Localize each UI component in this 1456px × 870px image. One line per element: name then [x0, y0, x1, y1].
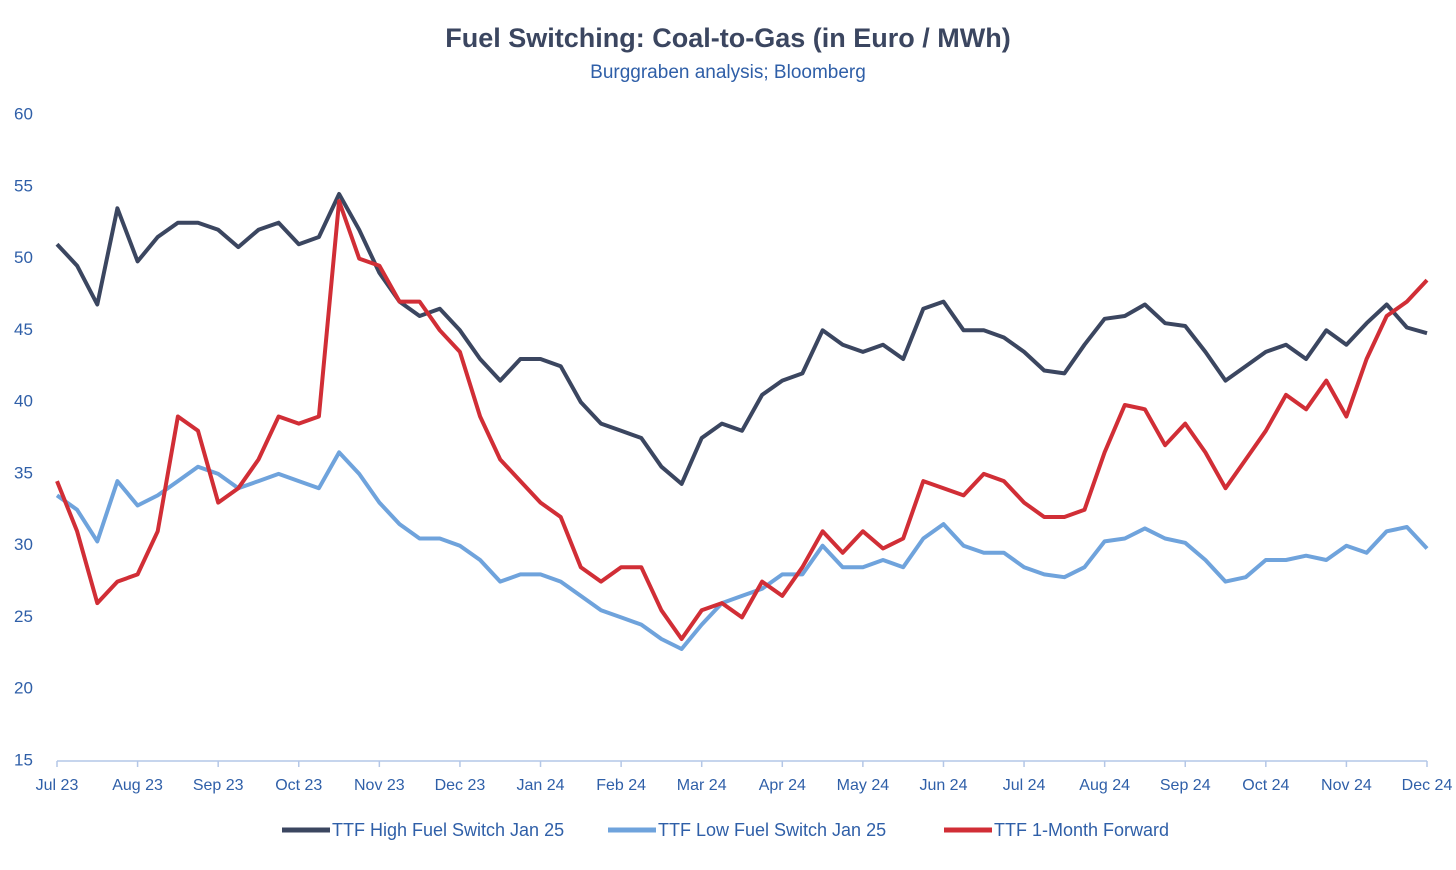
- series-line: [55, 192, 1428, 486]
- chart-subtitle: Burggraben analysis; Bloomberg: [590, 62, 866, 83]
- x-tick-label: Jan 24: [517, 777, 565, 794]
- x-tick-label: Aug 23: [112, 777, 163, 794]
- y-tick-label: 40: [14, 392, 33, 411]
- x-tick-label: Nov 23: [354, 777, 405, 794]
- x-tick-label: Jun 24: [919, 777, 967, 794]
- x-tick-label: Jul 24: [1003, 777, 1046, 794]
- x-tick-label: Dec 24: [1402, 777, 1453, 794]
- chart-title: Fuel Switching: Coal-to-Gas (in Euro / M…: [445, 23, 1010, 53]
- y-tick-label: 30: [14, 535, 33, 554]
- y-tick-label: 25: [14, 607, 33, 626]
- y-tick-label: 15: [14, 750, 33, 769]
- x-tick-label: Aug 24: [1079, 777, 1130, 794]
- legend-label: TTF 1-Month Forward: [994, 820, 1169, 840]
- x-tick-label: Sep 24: [1160, 777, 1211, 794]
- y-tick-label: 35: [14, 463, 33, 482]
- x-tick-label: Jul 23: [36, 777, 79, 794]
- y-tick-label: 20: [14, 679, 33, 698]
- y-tick-label: 45: [14, 320, 33, 339]
- x-tick-label: Oct 24: [1242, 777, 1289, 794]
- x-tick-label: Dec 23: [435, 777, 486, 794]
- x-tick-label: Nov 24: [1321, 777, 1372, 794]
- y-tick-label: 50: [14, 248, 33, 267]
- x-tick-label: Mar 24: [677, 777, 727, 794]
- x-tick-label: May 24: [837, 777, 890, 794]
- x-tick-label: Apr 24: [759, 777, 806, 794]
- x-tick-label: Feb 24: [596, 777, 646, 794]
- legend-label: TTF High Fuel Switch Jan 25: [332, 820, 564, 840]
- series-line: [55, 199, 1429, 641]
- series-line: [55, 450, 1429, 651]
- x-tick-label: Oct 23: [275, 777, 322, 794]
- y-tick-label: 60: [14, 104, 33, 123]
- legend-label: TTF Low Fuel Switch Jan 25: [658, 820, 886, 840]
- y-tick-label: 55: [14, 176, 33, 195]
- x-tick-label: Sep 23: [193, 777, 244, 794]
